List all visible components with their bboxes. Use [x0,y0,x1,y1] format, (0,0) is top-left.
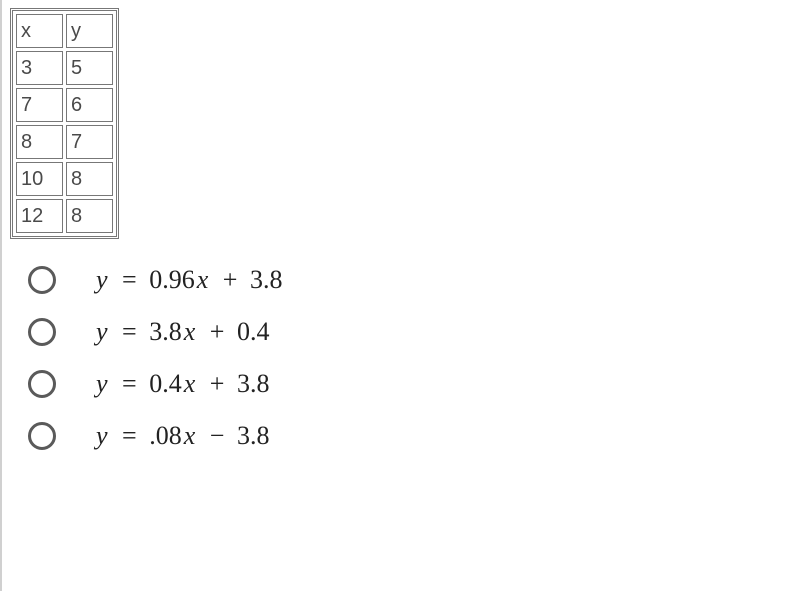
option-b[interactable]: y = 3.8x + 0.4 [28,317,800,347]
cell-y: 7 [66,125,113,159]
radio-icon[interactable] [28,318,56,346]
cell-x: 7 [16,88,63,122]
coefficient: 0.4 [149,369,182,398]
cell-x: 3 [16,51,63,85]
table-row: 3 5 [16,51,113,85]
operator: + [210,317,225,346]
constant: 0.4 [237,317,270,346]
cell-y: 6 [66,88,113,122]
equals-sign: = [122,369,137,398]
equals-sign: = [122,317,137,346]
var-y: y [96,265,108,294]
var-y: y [96,369,108,398]
cell-x: 8 [16,125,63,159]
col-header-x: x [16,14,63,48]
coefficient: 0.96 [149,265,195,294]
constant: 3.8 [237,421,270,450]
cell-x: 12 [16,199,63,233]
cell-y: 8 [66,162,113,196]
constant: 3.8 [237,369,270,398]
coefficient: 3.8 [149,317,182,346]
equals-sign: = [122,265,137,294]
radio-icon[interactable] [28,370,56,398]
cell-y: 8 [66,199,113,233]
option-d-formula: y = .08x − 3.8 [96,421,269,451]
option-c[interactable]: y = 0.4x + 3.8 [28,369,800,399]
table-row: 8 7 [16,125,113,159]
table-header-row: x y [16,14,113,48]
operator: − [210,421,225,450]
cell-x: 10 [16,162,63,196]
operator: + [223,265,238,294]
var-y: y [96,421,108,450]
table-row: 10 8 [16,162,113,196]
table-row: 12 8 [16,199,113,233]
constant: 3.8 [250,265,283,294]
operator: + [210,369,225,398]
table-row: 7 6 [16,88,113,122]
var-y: y [96,317,108,346]
option-c-formula: y = 0.4x + 3.8 [96,369,269,399]
option-a[interactable]: y = 0.96x + 3.8 [28,265,800,295]
var-x: x [184,317,196,346]
equals-sign: = [122,421,137,450]
var-x: x [184,369,196,398]
answer-options: y = 0.96x + 3.8 y = 3.8x + 0.4 y = 0.4x [10,265,800,451]
var-x: x [184,421,196,450]
xy-data-table: x y 3 5 7 6 8 7 10 8 12 8 [10,8,119,239]
coefficient: .08 [149,421,182,450]
option-a-formula: y = 0.96x + 3.8 [96,265,282,295]
col-header-y: y [66,14,113,48]
cell-y: 5 [66,51,113,85]
var-x: x [197,265,209,294]
radio-icon[interactable] [28,266,56,294]
option-d[interactable]: y = .08x − 3.8 [28,421,800,451]
option-b-formula: y = 3.8x + 0.4 [96,317,269,347]
radio-icon[interactable] [28,422,56,450]
